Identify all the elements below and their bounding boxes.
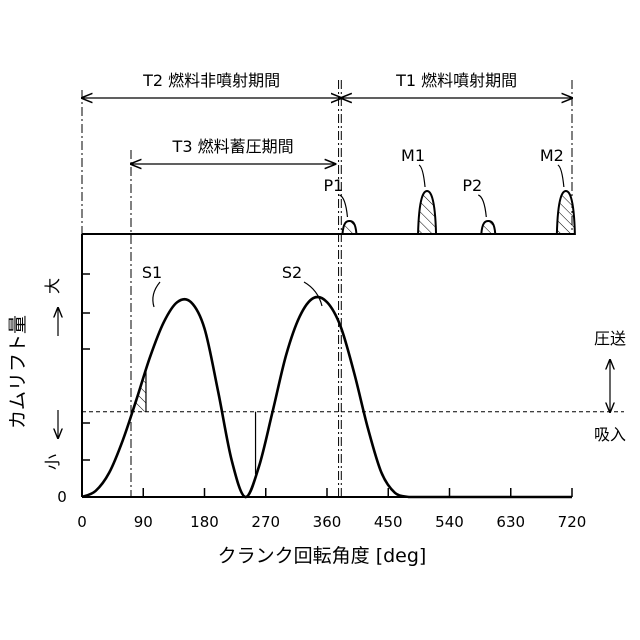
y-large-label: 大 xyxy=(43,278,62,294)
period-arrows: T2 燃料非噴射期間 T1 燃料噴射期間 T3 燃料蓄圧期間 xyxy=(82,71,572,164)
x-axis-title: クランク回転角度 [deg] xyxy=(218,545,427,567)
pulse-leader xyxy=(419,165,425,187)
x-tick-label: 0 xyxy=(77,513,87,531)
injection-pulse-m1 xyxy=(418,191,436,234)
period-label: T2 燃料非噴射期間 xyxy=(142,71,280,90)
period-label: T3 燃料蓄圧期間 xyxy=(172,137,294,156)
pulse-label: P2 xyxy=(462,176,482,195)
x-tick-label: 270 xyxy=(251,513,280,531)
hatch-area-s1 xyxy=(114,370,146,412)
hatch-label-s2: S2 xyxy=(282,263,302,282)
x-tick-label: 180 xyxy=(190,513,219,531)
pulse-leader xyxy=(339,195,347,217)
hatch-label-s1: S1 xyxy=(142,263,162,282)
pulse-leader xyxy=(558,165,564,187)
injection-pulse-p2 xyxy=(481,221,495,234)
hatched-regions xyxy=(114,370,256,474)
pulse-leader xyxy=(478,195,486,217)
right-label-pressure: 圧送 xyxy=(594,329,626,348)
injection-pulses: P1 M1 P2 M2 xyxy=(324,146,575,234)
cam-lift-curve xyxy=(82,297,572,497)
x-tick-label: 540 xyxy=(435,513,464,531)
y-small-label: 小 xyxy=(43,454,62,470)
x-tick-label: 630 xyxy=(496,513,525,531)
pulse-label: M1 xyxy=(401,146,425,165)
x-tick-label: 90 xyxy=(134,513,153,531)
x-tick-label: 360 xyxy=(313,513,342,531)
x-axis-ticks: 0 90 180 270 360 450 540 630 720 xyxy=(77,488,586,531)
injection-pulse-p1 xyxy=(342,221,356,234)
y-axis-title: カムリフト量 xyxy=(7,315,29,429)
hatch-leader-s1 xyxy=(153,282,160,307)
right-label-intake: 吸入 xyxy=(594,425,626,444)
pulse-label: P1 xyxy=(324,176,344,195)
period-label: T1 燃料噴射期間 xyxy=(395,71,517,90)
y-zero-label: 0 xyxy=(57,488,67,506)
y-axis-ticks xyxy=(82,274,90,460)
x-tick-label: 450 xyxy=(374,513,403,531)
pulse-label: M2 xyxy=(540,146,564,165)
x-tick-label: 720 xyxy=(558,513,587,531)
injection-pulse-m2 xyxy=(557,191,575,234)
